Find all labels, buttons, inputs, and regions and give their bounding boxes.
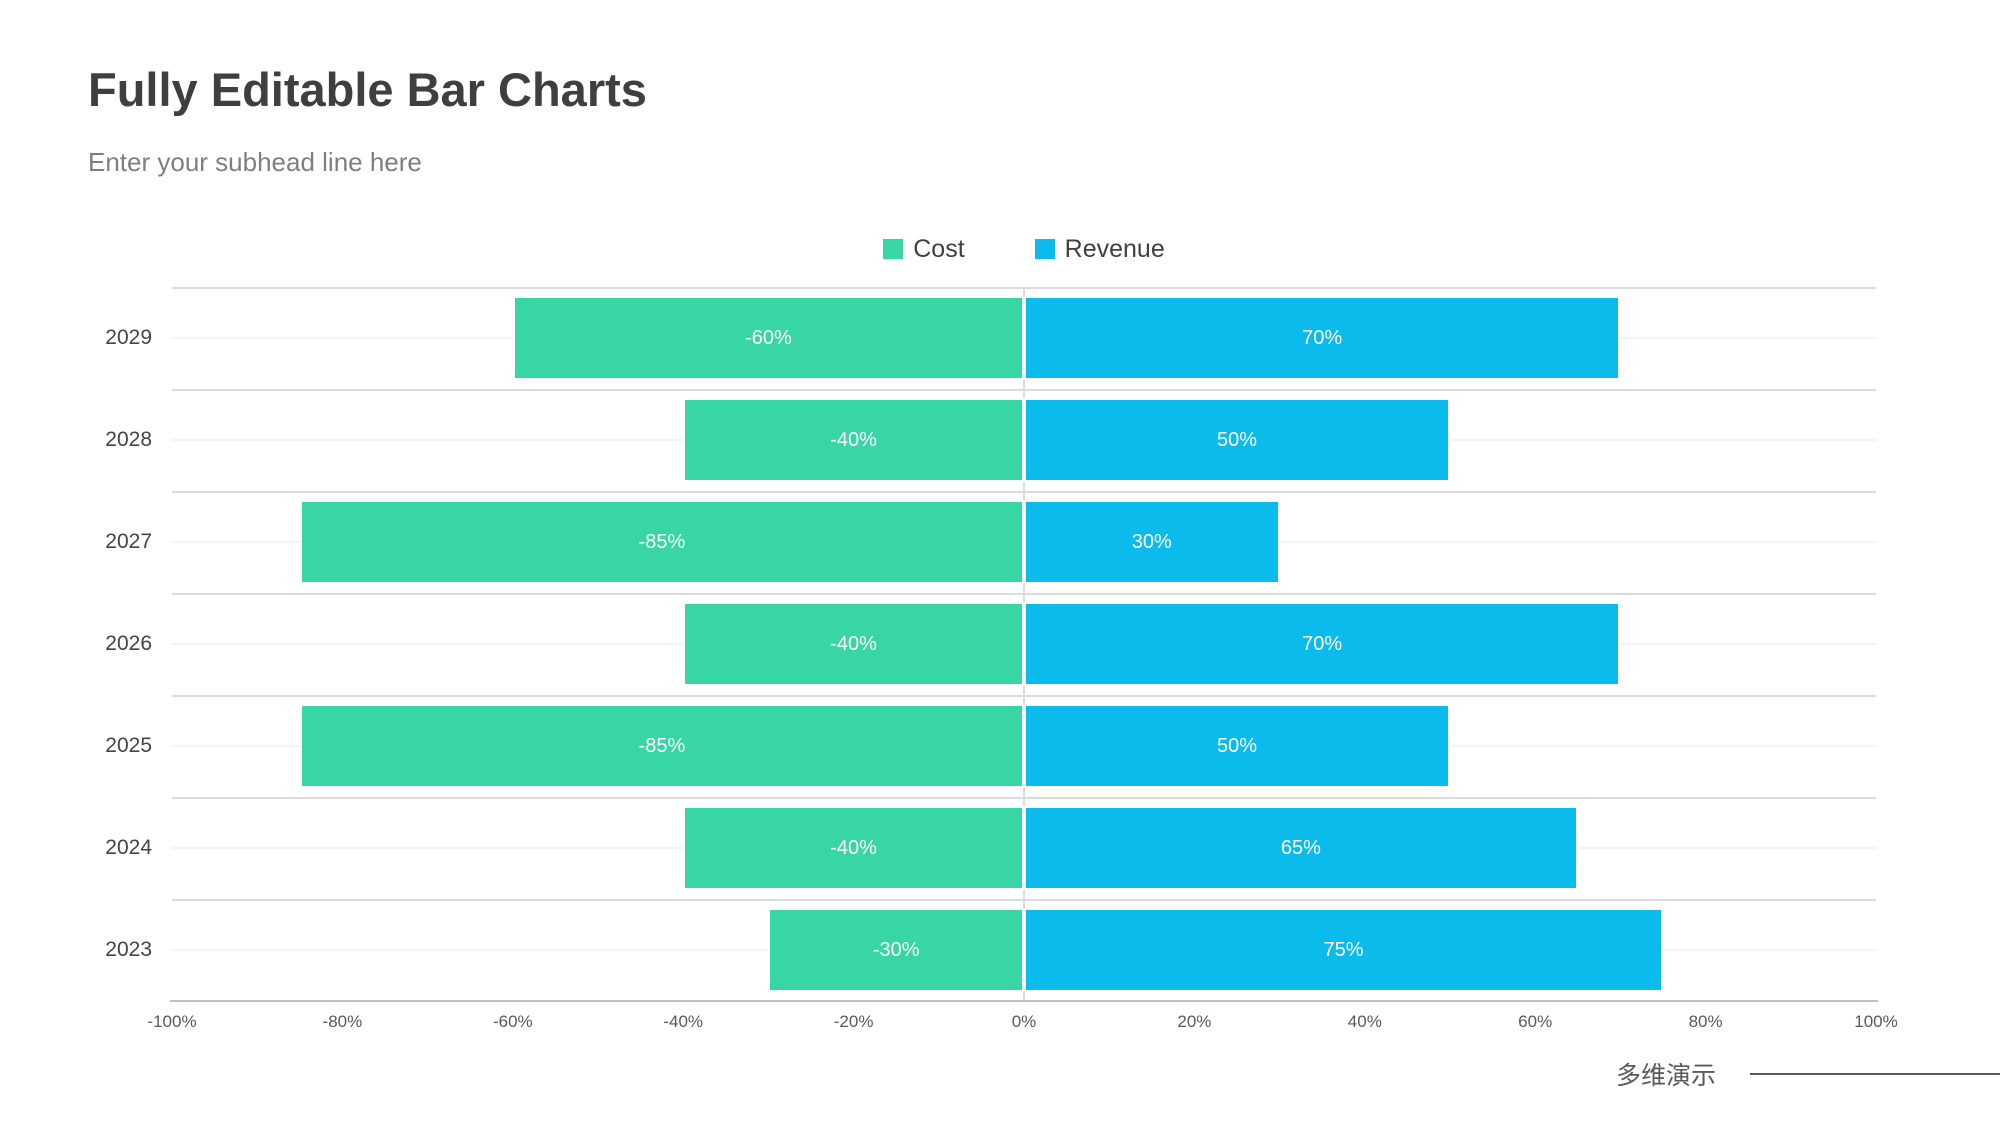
x-axis-tick--60%: -60%	[492, 1012, 533, 1031]
bar-value-label: -85%	[638, 530, 686, 553]
bar-value-label: 70%	[1302, 632, 1343, 655]
page-title: Fully Editable Bar Charts	[88, 63, 647, 116]
legend-item-cost: Cost	[883, 234, 965, 264]
bar-cost-2028: -40%	[683, 398, 1024, 482]
y-axis-label-2025: 2025	[105, 734, 152, 757]
bar-cost-2025: -85%	[299, 704, 1024, 788]
bar-value-label: -30%	[872, 938, 920, 961]
bar-value-label: 75%	[1323, 938, 1364, 961]
x-axis-tick-0%: 0%	[1011, 1012, 1037, 1031]
legend-swatch-revenue	[1034, 239, 1055, 259]
bar-revenue-2029: 70%	[1024, 296, 1621, 380]
x-axis-tick-80%: 80%	[1688, 1012, 1723, 1031]
bar-revenue-2026: 70%	[1024, 602, 1621, 686]
bar-value-label: -40%	[830, 836, 877, 859]
x-axis-tick-20%: 20%	[1177, 1012, 1212, 1031]
bar-revenue-2025: 50%	[1024, 704, 1450, 788]
x-axis-tick-40%: 40%	[1347, 1012, 1382, 1031]
legend-item-revenue: Revenue	[1034, 234, 1165, 264]
bar-value-label: 50%	[1216, 734, 1258, 757]
x-axis-line	[170, 1000, 1878, 1002]
bar-value-label: -40%	[830, 428, 877, 451]
legend-label-revenue: Revenue	[1064, 234, 1165, 263]
x-axis-tick--40%: -40%	[663, 1012, 704, 1031]
x-axis-tick--80%: -80%	[322, 1012, 363, 1031]
x-axis-tick--100%: -100%	[147, 1012, 197, 1031]
footer: 多维演示	[1616, 1056, 2000, 1092]
bar-value-label: -40%	[830, 632, 877, 655]
bar-revenue-2027: 30%	[1024, 500, 1280, 584]
bar-revenue-2028: 50%	[1024, 398, 1450, 482]
legend-swatch-cost	[883, 239, 904, 259]
bar-revenue-2024: 65%	[1024, 806, 1578, 890]
y-axis-label-2027: 2027	[105, 530, 152, 553]
bar-value-label: 65%	[1280, 836, 1321, 859]
y-axis-label-2024: 2024	[105, 836, 152, 859]
legend-label-cost: Cost	[913, 234, 965, 263]
bar-value-label: -85%	[638, 734, 686, 757]
bar-cost-2026: -40%	[683, 602, 1024, 686]
footer-divider-line	[1750, 1073, 2000, 1075]
bar-value-label: 30%	[1131, 530, 1172, 553]
bar-cost-2027: -85%	[299, 500, 1024, 584]
x-axis-tick-60%: 60%	[1518, 1012, 1553, 1031]
y-axis-label-2023: 2023	[105, 938, 152, 961]
bar-cost-2024: -40%	[683, 806, 1024, 890]
page-subtitle: Enter your subhead line here	[88, 147, 422, 177]
x-axis-tick--20%: -20%	[833, 1012, 874, 1031]
chart-legend: Cost Revenue	[172, 234, 1876, 264]
y-axis-label-2026: 2026	[105, 632, 152, 655]
y-axis-label-2028: 2028	[105, 428, 152, 451]
bar-value-label: 70%	[1302, 326, 1343, 349]
chart-plot-area: -60% 70% -40% 50% -85% 30% -40% 70% -85% 50% -40% 6…	[172, 287, 1876, 1001]
footer-brand-text: 多维演示	[1615, 1062, 1716, 1090]
bar-cost-2023: -30%	[768, 908, 1024, 992]
bar-cost-2029: -60%	[512, 296, 1024, 380]
y-axis-label-2029: 2029	[105, 326, 152, 349]
bar-value-label: 50%	[1216, 428, 1258, 451]
x-axis-tick-100%: 100%	[1854, 1012, 1898, 1031]
bar-value-label: -60%	[745, 326, 792, 349]
bar-revenue-2023: 75%	[1024, 908, 1663, 992]
